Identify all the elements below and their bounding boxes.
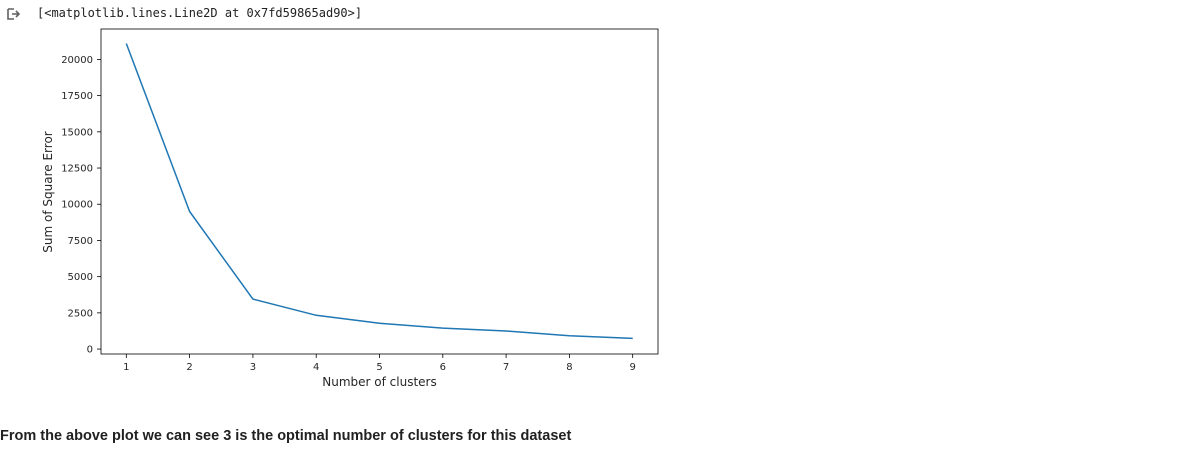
x-tick-label: 4 (313, 362, 319, 373)
x-tick-label: 1 (123, 362, 129, 373)
output-arrow-icon[interactable] (6, 7, 20, 21)
y-tick-label: 17500 (61, 91, 93, 102)
y-tick-label: 10000 (61, 200, 93, 211)
x-tick-label: 9 (629, 362, 635, 373)
y-tick-label: 20000 (61, 55, 93, 66)
x-tick-label: 3 (250, 362, 256, 373)
y-axis-label: Sum of Square Error (41, 131, 55, 252)
x-tick-label: 2 (186, 362, 192, 373)
series-line (125, 43, 633, 340)
line-chart: 0 2500 5000 7500 10000 12500 15000 17500 20000 1… (41, 28, 659, 389)
x-axis: 1 2 3 4 5 6 7 8 9 (123, 354, 636, 373)
cell-output-text: [<matplotlib.lines.Line2D at 0x7fd59865a… (37, 6, 363, 20)
y-tick-label: 5000 (68, 272, 93, 283)
x-tick-label: 7 (503, 362, 509, 373)
x-tick-label: 8 (566, 362, 572, 373)
markdown-note: From the above plot we can see 3 is the … (0, 428, 572, 444)
plot-area (100, 28, 659, 355)
x-tick-label: 6 (440, 362, 446, 373)
x-axis-label: Number of clusters (322, 375, 436, 389)
y-axis: 0 2500 5000 7500 10000 12500 15000 17500 20000 (61, 55, 101, 356)
y-tick-label: 15000 (61, 127, 93, 138)
y-tick-label: 2500 (68, 308, 93, 319)
y-tick-label: 7500 (68, 236, 93, 247)
y-tick-label: 12500 (61, 164, 93, 175)
x-tick-label: 5 (376, 362, 382, 373)
y-tick-label: 0 (87, 345, 93, 356)
